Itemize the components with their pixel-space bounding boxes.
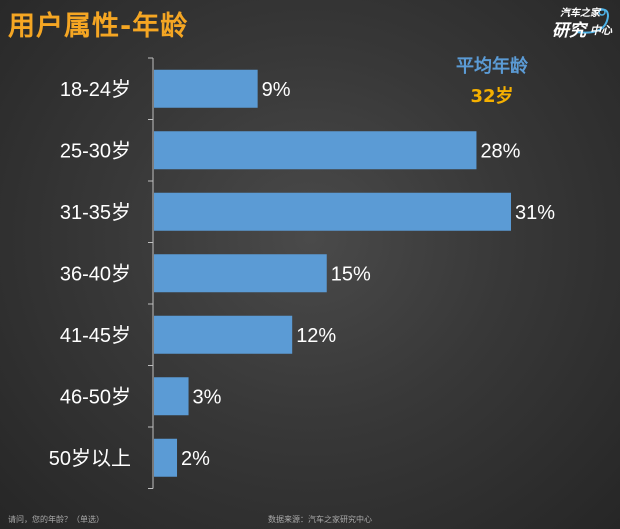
bar xyxy=(154,254,327,293)
category-label: 41-45岁 xyxy=(60,324,131,347)
logo-swoosh-icon xyxy=(575,8,610,34)
data-label: 2% xyxy=(181,448,210,470)
bar xyxy=(154,69,258,108)
logo-line1: 汽车之家 xyxy=(560,8,600,19)
category-label: 50岁以上 xyxy=(49,447,131,470)
average-age-callout: 平均年龄 32岁 xyxy=(446,52,538,108)
data-label: 28% xyxy=(480,140,520,162)
data-label: 12% xyxy=(296,325,336,347)
category-label: 31-35岁 xyxy=(60,201,131,224)
bar xyxy=(154,315,293,354)
category-label: 46-50岁 xyxy=(60,385,131,408)
category-label: 36-40岁 xyxy=(60,262,131,285)
bar xyxy=(154,377,189,416)
data-label: 15% xyxy=(331,263,371,285)
data-label: 9% xyxy=(262,79,291,101)
bar xyxy=(154,131,477,170)
category-label: 25-30岁 xyxy=(60,139,131,162)
survey-question: 请问，您的年龄？（单选） xyxy=(8,515,104,524)
bar xyxy=(154,438,178,477)
chart-title: 用户属性-年龄 xyxy=(8,11,189,42)
logo-line3: 中心 xyxy=(590,24,612,37)
autohome-research-logo: 汽车之家 研究 中心 xyxy=(536,2,614,41)
category-label: 18-24岁 xyxy=(60,78,131,101)
logo-line2: 研究 xyxy=(552,21,586,41)
data-label: 3% xyxy=(193,386,222,408)
data-source: 数据来源：汽车之家研究中心 xyxy=(268,515,372,524)
data-label: 31% xyxy=(515,202,555,224)
average-age-value: 32岁 xyxy=(470,86,514,107)
bar xyxy=(154,192,511,231)
average-age-label: 平均年龄 xyxy=(456,56,528,77)
